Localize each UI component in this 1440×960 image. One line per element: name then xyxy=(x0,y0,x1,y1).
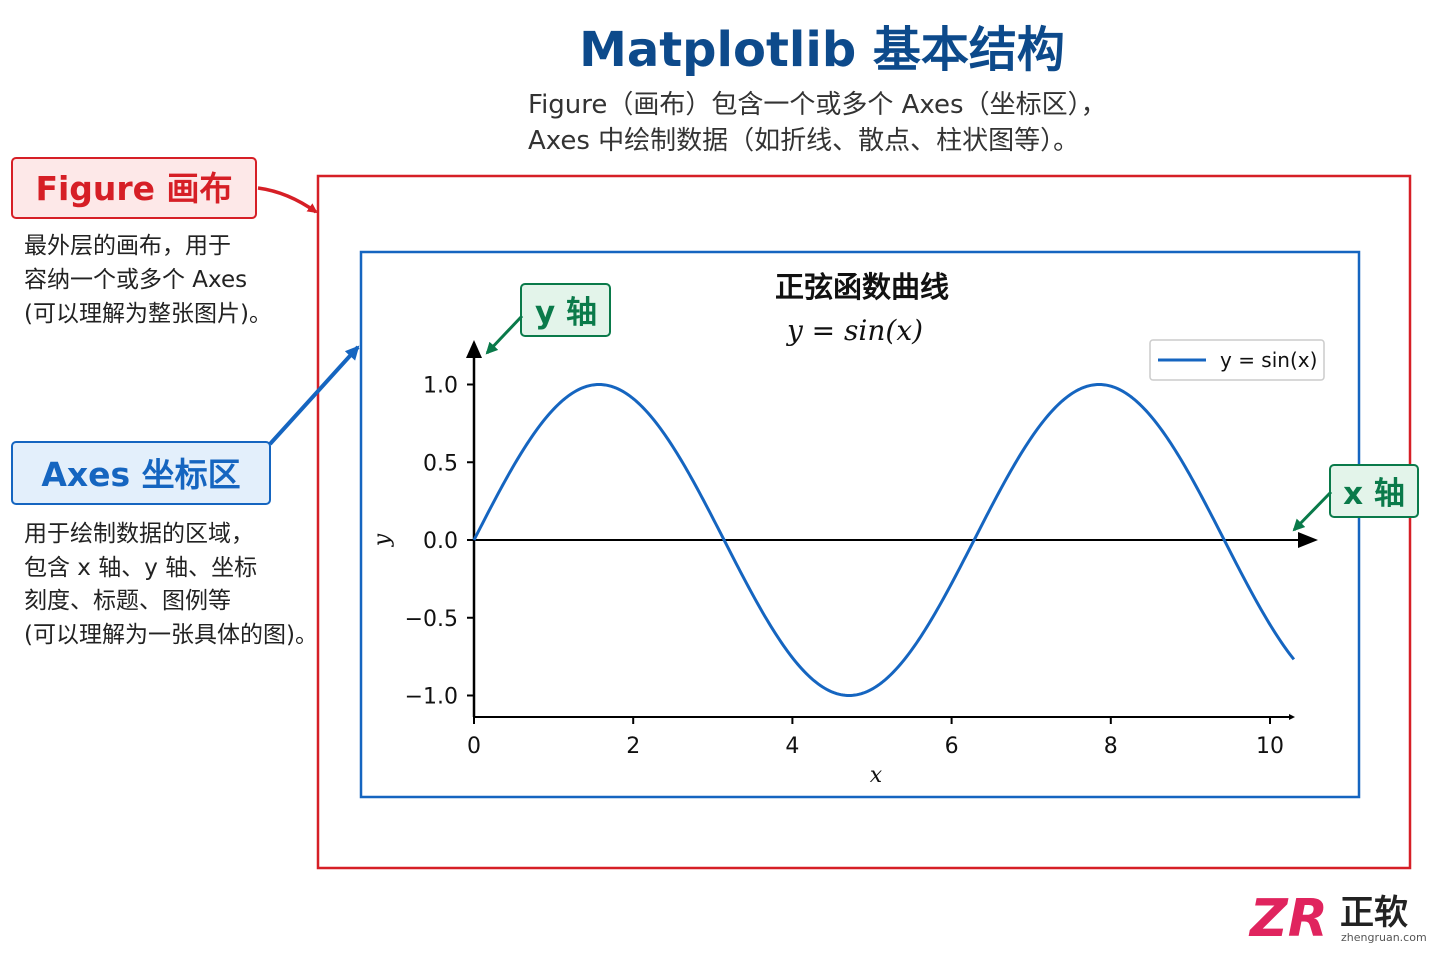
legend-box xyxy=(1149,339,1325,381)
x-axis-arrowhead xyxy=(1298,532,1318,548)
y-tick-label: −1.0 xyxy=(405,685,458,710)
yaxis-callout-box xyxy=(520,283,611,337)
figure-frame xyxy=(316,174,1412,870)
yaxis-callout-arrow xyxy=(485,314,524,355)
y-tick-label: 0.0 xyxy=(423,529,458,554)
axes-callout-desc-2: 包含 x 轴、y 轴、坐标 xyxy=(24,555,257,581)
sine-chart: 正弦函数曲线 y = sin(x) 1.0 0.5 0.0 −0.5 −1.0 0 2 4 6… xyxy=(370,270,1325,788)
page-subtitle-line1: Figure（画布）包含一个或多个 Axes（坐标区）， xyxy=(528,90,1107,120)
legend-entry-label: y = sin(x) xyxy=(1220,348,1317,372)
x-tick-label: 2 xyxy=(626,734,640,759)
figure-callout-box xyxy=(11,157,257,219)
bottom-spine-arrowhead xyxy=(1289,714,1295,720)
figure-callout-desc-3: (可以理解为整张图片)。 xyxy=(24,301,272,327)
x-axis-label: x xyxy=(870,763,883,788)
xaxis-callout-arrow xyxy=(1292,490,1333,532)
y-ticks: 1.0 0.5 0.0 −0.5 −1.0 xyxy=(405,374,474,710)
chart-title: 正弦函数曲线 xyxy=(775,270,949,304)
axes-callout-desc-4: (可以理解为一张具体的图)。 xyxy=(24,622,318,648)
figure-callout-arrow xyxy=(257,186,318,214)
chart-subtitle: y = sin(x) xyxy=(785,314,923,347)
logo-mark: ZR xyxy=(1248,889,1328,949)
axes-callout-arrow xyxy=(268,345,360,446)
logo-url: zhengruan.com xyxy=(1341,931,1427,944)
axes-callout-label: Axes 坐标区 xyxy=(41,455,240,494)
page-title: Matplotlib 基本结构 xyxy=(579,22,1065,78)
zhengruan-logo: ZR 正软 zhengruan.com xyxy=(1248,889,1427,949)
series-line-sin xyxy=(472,383,1296,697)
x-tick-label: 6 xyxy=(945,734,959,759)
logo-name: 正软 xyxy=(1340,893,1408,933)
axes-frame xyxy=(359,250,1361,799)
page-subtitle-line2: Axes 中绘制数据（如折线、散点、柱状图等）。 xyxy=(528,126,1079,156)
y-tick-label: 0.5 xyxy=(423,451,458,476)
xaxis-callout-label: x 轴 xyxy=(1343,476,1405,512)
figure-callout-desc-1: 最外层的画布，用于 xyxy=(24,233,231,259)
chart-legend: y = sin(x) xyxy=(1149,339,1325,381)
y-axis-arrowhead xyxy=(466,340,482,358)
y-tick-label: 1.0 xyxy=(423,374,458,399)
figure-callout-label: Figure 画布 xyxy=(35,169,232,208)
x-tick-label: 0 xyxy=(467,734,481,759)
yaxis-callout-label: y 轴 xyxy=(535,295,597,331)
axes-callout-desc-3: 刻度、标题、图例等 xyxy=(24,588,231,614)
x-ticks: 0 2 4 6 8 10 xyxy=(467,717,1284,759)
x-tick-label: 4 xyxy=(785,734,799,759)
xaxis-callout-box xyxy=(1329,464,1419,518)
axes-callout-box xyxy=(11,441,271,505)
figure-callout-desc-2: 容纳一个或多个 Axes xyxy=(24,267,247,293)
x-tick-label: 8 xyxy=(1104,734,1118,759)
x-tick-label: 10 xyxy=(1256,734,1284,759)
y-tick-label: −0.5 xyxy=(405,607,458,632)
axes-callout-desc-1: 用于绘制数据的区域， xyxy=(24,521,254,547)
y-axis-label: y xyxy=(370,533,395,547)
